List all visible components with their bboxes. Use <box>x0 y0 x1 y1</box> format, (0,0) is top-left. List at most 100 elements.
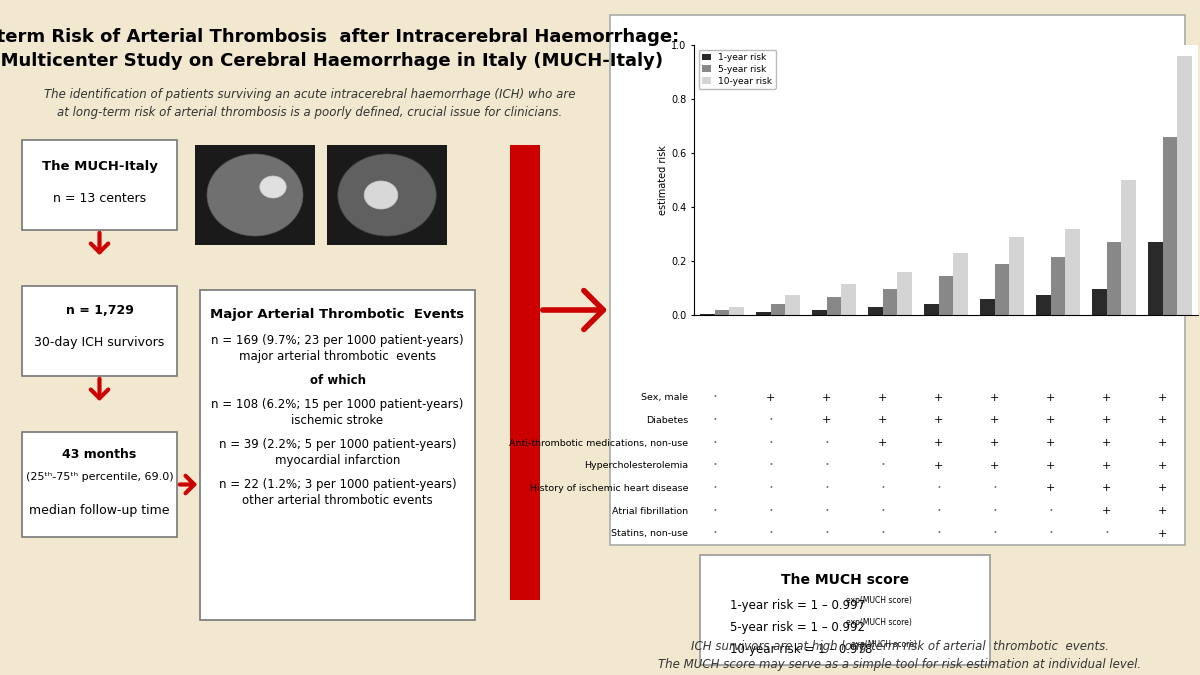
Ellipse shape <box>208 154 302 236</box>
Bar <box>1036 295 1051 315</box>
Text: ·: · <box>768 458 773 473</box>
Text: +: + <box>766 393 775 403</box>
Text: ·: · <box>881 458 886 473</box>
Text: myocardial infarction: myocardial infarction <box>275 454 400 467</box>
Text: ·: · <box>992 526 997 541</box>
Text: exp(MUCH score): exp(MUCH score) <box>846 596 912 605</box>
Text: ·: · <box>768 526 773 541</box>
Bar <box>995 264 1009 315</box>
Text: +: + <box>878 438 888 448</box>
Ellipse shape <box>260 176 287 198</box>
Text: ·: · <box>824 481 829 496</box>
Bar <box>898 272 912 315</box>
Text: +: + <box>822 415 832 425</box>
Text: +: + <box>1102 415 1111 425</box>
Text: +: + <box>1158 415 1168 425</box>
Text: ·: · <box>768 435 773 450</box>
Text: ·: · <box>768 504 773 518</box>
Text: The Multicenter Study on Cerebral Haemorrhage in Italy (MUCH-Italy): The Multicenter Study on Cerebral Haemor… <box>0 52 664 70</box>
Text: +: + <box>1158 529 1168 539</box>
Text: ·: · <box>713 504 718 518</box>
Text: ·: · <box>1049 504 1054 518</box>
Text: +: + <box>1046 461 1056 470</box>
Text: +: + <box>1046 483 1056 493</box>
Text: ·: · <box>992 481 997 496</box>
Text: Anti-thrombotic medications, non-use: Anti-thrombotic medications, non-use <box>509 439 689 448</box>
Text: ·: · <box>713 481 718 496</box>
Bar <box>953 253 968 315</box>
Text: ·: · <box>936 526 941 541</box>
FancyBboxPatch shape <box>510 145 540 600</box>
Text: +: + <box>878 393 888 403</box>
FancyBboxPatch shape <box>22 140 178 230</box>
FancyBboxPatch shape <box>22 286 178 376</box>
Text: The MUCH score may serve as a simple tool for risk estimation at individual leve: The MUCH score may serve as a simple too… <box>659 658 1141 671</box>
Text: ·: · <box>824 526 829 541</box>
Bar <box>700 314 715 315</box>
Bar <box>1121 180 1136 315</box>
Text: ·: · <box>936 481 941 496</box>
FancyBboxPatch shape <box>700 555 990 665</box>
Bar <box>1009 237 1024 315</box>
Text: ·: · <box>768 413 773 428</box>
Text: +: + <box>990 438 1000 448</box>
Bar <box>770 304 785 315</box>
Text: +: + <box>1102 461 1111 470</box>
Text: Hypercholesterolemia: Hypercholesterolemia <box>584 461 689 470</box>
Text: +: + <box>934 461 943 470</box>
Text: other arterial thrombotic events: other arterial thrombotic events <box>242 494 433 507</box>
Bar <box>1148 242 1163 315</box>
Text: +: + <box>934 393 943 403</box>
Text: n = 22 (1.2%; 3 per 1000 patient-years): n = 22 (1.2%; 3 per 1000 patient-years) <box>218 478 456 491</box>
FancyBboxPatch shape <box>326 145 446 245</box>
Text: n = 39 (2.2%; 5 per 1000 patient-years): n = 39 (2.2%; 5 per 1000 patient-years) <box>218 438 456 451</box>
Text: ICH survivors are at high long-term risk of arterial  thrombotic  events.: ICH survivors are at high long-term risk… <box>691 640 1109 653</box>
Text: of which: of which <box>310 374 366 387</box>
Bar <box>756 312 770 315</box>
Ellipse shape <box>365 181 398 209</box>
Bar <box>841 284 856 315</box>
Bar <box>1092 290 1106 315</box>
Text: +: + <box>990 461 1000 470</box>
Text: 43 months: 43 months <box>62 448 137 461</box>
Text: +: + <box>990 415 1000 425</box>
Bar <box>1177 56 1192 315</box>
Text: ·: · <box>713 458 718 473</box>
Bar <box>715 310 730 315</box>
Ellipse shape <box>338 154 437 236</box>
Text: +: + <box>990 393 1000 403</box>
Text: +: + <box>1046 415 1056 425</box>
Text: 5-year risk = 1 – 0.992: 5-year risk = 1 – 0.992 <box>730 621 865 634</box>
FancyBboxPatch shape <box>200 290 475 620</box>
Bar <box>730 307 744 315</box>
Text: ·: · <box>936 504 941 518</box>
Text: ·: · <box>713 390 718 405</box>
Text: ·: · <box>881 504 886 518</box>
Text: +: + <box>1158 393 1168 403</box>
Bar <box>812 310 827 315</box>
Text: The MUCH-Italy: The MUCH-Italy <box>42 160 157 173</box>
Legend: 1-year risk, 5-year risk, 10-year risk: 1-year risk, 5-year risk, 10-year risk <box>698 49 776 89</box>
Text: Diabetes: Diabetes <box>646 416 689 425</box>
Text: ·: · <box>1104 526 1109 541</box>
Y-axis label: estimated risk: estimated risk <box>659 145 668 215</box>
Text: ·: · <box>881 481 886 496</box>
Text: exp(MUCH score): exp(MUCH score) <box>846 618 912 627</box>
Text: 1-year risk = 1 – 0.997: 1-year risk = 1 – 0.997 <box>730 599 865 612</box>
FancyBboxPatch shape <box>194 145 314 245</box>
Bar <box>1066 229 1080 315</box>
Text: +: + <box>934 438 943 448</box>
Text: n = 13 centers: n = 13 centers <box>53 192 146 205</box>
Text: +: + <box>934 415 943 425</box>
Text: ·: · <box>992 504 997 518</box>
Text: +: + <box>1102 393 1111 403</box>
Text: History of ischemic heart disease: History of ischemic heart disease <box>530 484 689 493</box>
Text: ·: · <box>824 504 829 518</box>
Text: exp(MUCH score): exp(MUCH score) <box>851 640 917 649</box>
Text: ·: · <box>713 435 718 450</box>
Text: +: + <box>822 393 832 403</box>
Text: median follow-up time: median follow-up time <box>29 504 169 517</box>
Text: +: + <box>1158 506 1168 516</box>
Text: +: + <box>1158 483 1168 493</box>
Bar <box>785 295 800 315</box>
